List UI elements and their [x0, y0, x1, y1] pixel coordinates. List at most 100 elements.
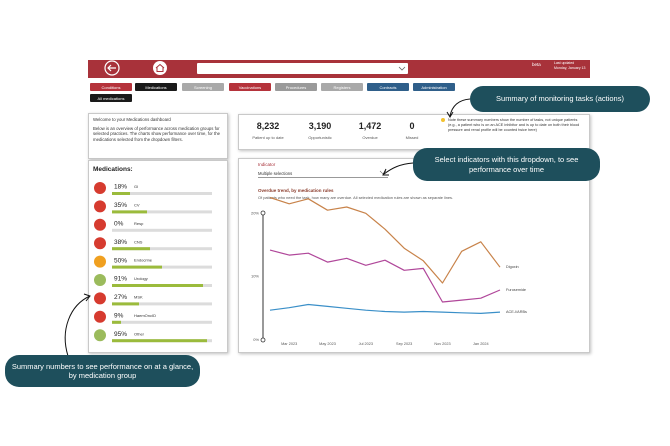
callout: Summary of monitoring tasks (actions) — [470, 86, 650, 112]
stat-value: 8,232 — [256, 121, 280, 131]
status-dot — [94, 329, 106, 342]
callout-arrow — [449, 98, 471, 117]
bar-track — [112, 210, 212, 214]
status-dot — [94, 255, 106, 268]
slider-handle[interactable] — [260, 337, 266, 343]
welcome-title: Welcome to your Medications dashboard — [93, 117, 171, 122]
med-name: CV — [134, 202, 140, 207]
trend-line — [269, 249, 501, 303]
tab[interactable]: Registers — [321, 83, 363, 91]
tab[interactable]: Medications — [135, 83, 177, 91]
bar — [112, 320, 121, 324]
status-dot — [94, 292, 106, 305]
tab[interactable]: Administration — [413, 83, 455, 91]
med-name: Other — [134, 331, 145, 336]
x-tick-label: Sep 2023 — [396, 342, 412, 346]
tab[interactable]: Contracts — [367, 83, 409, 91]
med-percent: 9% — [114, 313, 124, 320]
trend-line — [269, 196, 501, 284]
bar — [112, 192, 130, 195]
bar-track — [112, 302, 212, 306]
x-tick-label: Nov 2023 — [434, 342, 450, 346]
y-tick-label: 10% — [251, 274, 259, 279]
beta-label: beta — [532, 62, 541, 67]
slider-handle[interactable] — [260, 210, 266, 216]
dropdown-chevron — [398, 66, 406, 71]
arrowhead — [382, 168, 389, 176]
med-percent: 35% — [114, 202, 127, 209]
med-name: GI — [134, 184, 138, 189]
callout: Select indicators with this dropdown, to… — [413, 148, 600, 181]
note-icon — [441, 118, 445, 122]
status-dot — [94, 274, 106, 286]
stat-value: 3,190 — [308, 121, 332, 131]
trend-line — [269, 303, 501, 314]
bar-track — [112, 247, 212, 251]
bar-track — [112, 192, 212, 195]
stat-label: Patient up to date — [252, 135, 284, 140]
summary-note: Note these summary numbers show the numb… — [448, 118, 580, 132]
bar-track — [112, 228, 212, 232]
med-percent: 27% — [114, 294, 127, 301]
y-tick-label: 0% — [253, 337, 259, 342]
bar — [112, 302, 139, 306]
home-button[interactable] — [153, 61, 167, 75]
last-updated-label: Last updated — [554, 61, 575, 65]
arrowhead — [83, 293, 91, 302]
bar — [112, 284, 203, 287]
med-name: Endocrine — [134, 258, 153, 263]
med-percent: 0% — [114, 221, 124, 228]
last-updated-date: Monday, January 13 — [554, 66, 586, 70]
stat-label: Overdue — [362, 135, 378, 140]
chart-title: Overdue trend, by medication rules — [258, 188, 334, 193]
bar-track — [112, 320, 212, 324]
med-name: MSK — [134, 294, 143, 299]
med-name: CNS — [134, 239, 143, 244]
line-label: Digoxin — [506, 265, 519, 269]
status-dot — [94, 218, 106, 231]
status-dot — [94, 310, 106, 323]
medications-title: Medications: — [93, 166, 133, 173]
indicator-label: Indicator — [258, 162, 276, 167]
tab[interactable]: Conditions — [90, 83, 132, 91]
med-percent: 18% — [114, 184, 127, 191]
med-percent: 38% — [114, 239, 127, 246]
bar — [112, 339, 207, 343]
callout-arrow — [64, 295, 91, 357]
stat-value: 0 — [409, 121, 415, 131]
tab[interactable]: Procedures — [275, 83, 317, 91]
subtab[interactable]: All medications — [90, 94, 132, 102]
bar — [112, 265, 162, 269]
med-name: HaemOncID — [134, 313, 156, 318]
welcome-body: Below is an overview of performance acro… — [93, 125, 220, 142]
x-tick-label: Jan 2024 — [473, 342, 489, 346]
home-icon — [155, 63, 165, 72]
med-name: Resp — [134, 221, 144, 226]
welcome-box: Welcome to your Medications dashboard Be… — [88, 113, 228, 159]
arrowhead — [446, 111, 454, 118]
callout-arrow — [383, 162, 414, 175]
x-tick-label: Mar 2023 — [281, 342, 297, 346]
stat-value: 1,472 — [358, 121, 382, 131]
stat-label: Missed — [405, 135, 419, 140]
tab[interactable]: Screening — [182, 83, 224, 91]
back-button[interactable] — [104, 60, 120, 76]
line-label: Furosemide — [506, 288, 526, 292]
line-label: ACE-I/ARBs — [506, 310, 527, 314]
bar — [112, 247, 150, 251]
x-tick-label: May 2023 — [319, 342, 336, 346]
status-dot — [94, 237, 106, 250]
med-percent: 91% — [114, 276, 127, 283]
status-dot — [94, 182, 106, 194]
search-dropdown[interactable] — [197, 63, 408, 74]
status-dot — [94, 200, 106, 213]
indicator-dropdown[interactable]: Multiple selections — [258, 170, 388, 178]
y-tick-label: 20% — [251, 210, 259, 215]
chart-subtitle: Of patients who need the task, how many … — [258, 195, 454, 200]
back-arrow — [107, 64, 116, 72]
med-name: Urology — [134, 276, 148, 281]
bar — [112, 210, 147, 214]
tab[interactable]: Vaccinations — [229, 83, 271, 91]
